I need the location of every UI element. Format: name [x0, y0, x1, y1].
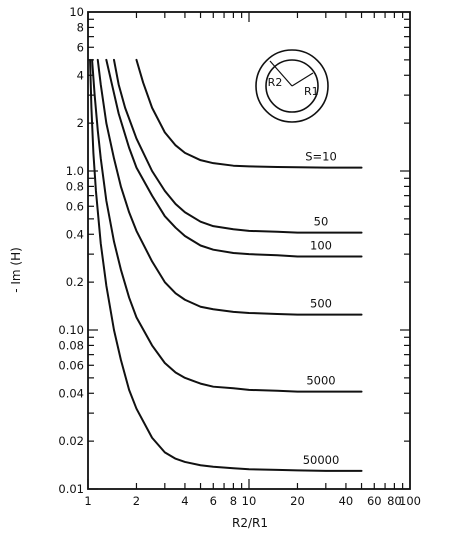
- inset-inner-circle: [265, 59, 319, 113]
- x-tick-label: 2: [133, 494, 140, 508]
- curve-line: [91, 58, 363, 393]
- x-axis-title: R2/R1: [232, 516, 268, 530]
- curve-label: 50000: [303, 453, 340, 467]
- curve-line: [105, 58, 363, 258]
- inset-outer-circle: [255, 49, 329, 123]
- inset-diagram: R2 R1: [255, 49, 329, 123]
- curve-line: [135, 58, 363, 169]
- y-tick-label: 0.10: [58, 323, 84, 337]
- y-tick-label: 0.06: [58, 358, 84, 372]
- x-tick-label: 40: [339, 494, 354, 508]
- curve-label: 100: [310, 238, 332, 252]
- y-axis-title: - Im (H): [9, 247, 23, 293]
- curve-labels: S=10 50 100 500 5000 50000: [303, 150, 340, 467]
- curve-line: [89, 58, 363, 472]
- x-tick-label: 60: [367, 494, 382, 508]
- y-tick-label: 0.2: [66, 275, 84, 289]
- y-tick-label: 0.6: [66, 199, 84, 213]
- inset-radius-outer: [269, 60, 293, 87]
- x-tick-label: 20: [290, 494, 305, 508]
- y-tick-label: 1.0: [66, 164, 84, 178]
- y-tick-label: 0.01: [58, 482, 84, 496]
- y-tick-label: 10: [69, 5, 84, 19]
- tick-marks: [87, 12, 410, 490]
- y-tick-label: 8: [77, 20, 84, 34]
- y-tick-label: 0.02: [58, 434, 84, 448]
- x-tick-label: 8: [230, 494, 237, 508]
- y-tick-labels: 0.01 0.02 0.04 0.06 0.080.10 0.2 0.4 0.6 0.81.0 2…: [58, 5, 84, 496]
- curve-line: [96, 58, 363, 316]
- x-tick-label: 100: [399, 494, 421, 508]
- curve-label: 50: [314, 215, 329, 229]
- plot-frame: [87, 11, 411, 490]
- curve-label: 5000: [306, 374, 335, 388]
- inset-radius-inner: [291, 72, 314, 87]
- curve-label: 500: [310, 297, 332, 311]
- curve-line: [112, 58, 363, 234]
- y-tick-label: 0.8: [66, 179, 84, 193]
- y-tick-label: 2: [77, 116, 84, 130]
- x-tick-label: 80: [387, 494, 402, 508]
- inset-label-outer: R2: [268, 76, 283, 89]
- x-tick-label: 10: [242, 494, 257, 508]
- plot-border: [87, 11, 411, 490]
- curves: [89, 58, 363, 472]
- y-tick-label: 6: [77, 40, 84, 54]
- x-tick-label: 4: [181, 494, 188, 508]
- y-tick-label: 0.08: [58, 338, 84, 352]
- curve-label: S=10: [305, 150, 337, 164]
- y-tick-label: 0.4: [66, 227, 84, 241]
- y-tick-label: 4: [77, 68, 84, 82]
- inset-label-inner: R1: [304, 85, 319, 98]
- x-tick-label: 1: [84, 494, 91, 508]
- y-tick-label: 0.04: [58, 386, 84, 400]
- x-tick-label: 6: [210, 494, 217, 508]
